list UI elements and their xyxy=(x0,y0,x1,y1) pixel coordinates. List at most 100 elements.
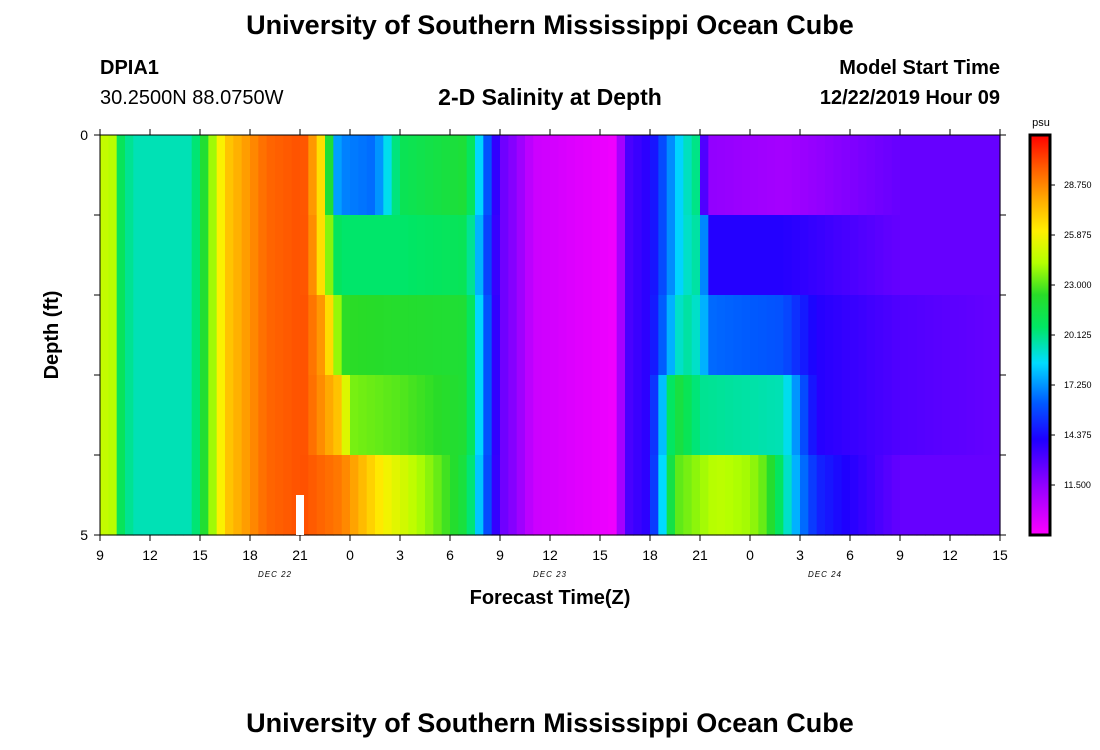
heatmap-cell xyxy=(183,375,193,456)
heatmap-cell xyxy=(766,215,776,296)
heatmap-cell xyxy=(841,375,851,456)
x-tick-label: 9 xyxy=(496,547,504,563)
heatmap-cell xyxy=(200,215,209,296)
heatmap-cell xyxy=(941,215,951,296)
heatmap-cell xyxy=(283,455,293,536)
heatmap-cell xyxy=(616,375,626,456)
heatmap-cell xyxy=(866,215,876,296)
heatmap-cell xyxy=(491,295,501,376)
heatmap-cell xyxy=(416,135,426,216)
heatmap-cell xyxy=(133,375,143,456)
heatmap-cell xyxy=(591,215,601,296)
heatmap-cell xyxy=(325,135,334,216)
heatmap-cell xyxy=(566,215,576,296)
heatmap-cell xyxy=(800,135,809,216)
heatmap-cell xyxy=(108,135,118,216)
colorbar-tick-label: 28.750 xyxy=(1064,180,1092,190)
heatmap-cell xyxy=(141,375,151,456)
heatmap-cell xyxy=(775,455,784,536)
heatmap-cell xyxy=(850,375,859,456)
heatmap-cell xyxy=(541,135,551,216)
heatmap-cell xyxy=(141,135,151,216)
heatmap-cell xyxy=(400,295,409,376)
heatmap-cell xyxy=(441,215,451,296)
heatmap-cell xyxy=(733,215,743,296)
heatmap-cell xyxy=(750,455,759,536)
heatmap-cell xyxy=(175,375,184,456)
heatmap-cell xyxy=(633,375,643,456)
heatmap-cell xyxy=(983,375,993,456)
heatmap-cell xyxy=(466,455,476,536)
x-axis-title: Forecast Time(Z) xyxy=(470,587,631,609)
colorbar-tick-label: 25.875 xyxy=(1064,230,1092,240)
x-tick-label: 9 xyxy=(896,547,904,563)
heatmap-cell xyxy=(291,215,301,296)
heatmap-cell xyxy=(516,135,526,216)
heatmap-cell xyxy=(300,375,309,456)
heatmap-cell xyxy=(858,375,868,456)
heatmap-cell xyxy=(183,455,193,536)
heatmap-cell xyxy=(650,135,659,216)
heatmap-cell xyxy=(358,295,368,376)
x-tick-label: 15 xyxy=(192,547,208,563)
colorbar-tick-label: 20.125 xyxy=(1064,330,1092,340)
heatmap-cell xyxy=(725,295,734,376)
heatmap-cell xyxy=(508,135,518,216)
heatmap-cell xyxy=(433,375,443,456)
heatmap-cell xyxy=(283,135,293,216)
heatmap-cell xyxy=(883,295,893,376)
heatmap-cell xyxy=(516,295,526,376)
heatmap-cell xyxy=(383,215,393,296)
heatmap-cell xyxy=(641,135,651,216)
heatmap-cell xyxy=(600,375,609,456)
heatmap-cell xyxy=(433,455,443,536)
heatmap-cell xyxy=(408,375,418,456)
heatmap-cell xyxy=(150,375,159,456)
heatmap-cell xyxy=(583,295,593,376)
heatmap-cell xyxy=(341,215,351,296)
heatmap-cell xyxy=(658,375,668,456)
heatmap-cell xyxy=(516,215,526,296)
heatmap-cell xyxy=(341,455,351,536)
heatmap-cell xyxy=(475,375,484,456)
heatmap-cell xyxy=(550,295,559,376)
heatmap-cell xyxy=(150,135,159,216)
heatmap-cell xyxy=(991,215,1001,296)
heatmap-cell xyxy=(366,215,376,296)
heatmap-cell xyxy=(875,295,884,376)
heatmap-cell xyxy=(900,295,909,376)
heatmap-cell xyxy=(975,135,984,216)
heatmap-cell xyxy=(758,215,768,296)
heatmap-cell xyxy=(600,455,609,536)
y-axis-title: Depth (ft) xyxy=(41,291,63,380)
heatmap-cell xyxy=(158,375,168,456)
x-tick-label: 9 xyxy=(96,547,104,563)
heatmap-cell xyxy=(458,215,468,296)
heatmap-cell xyxy=(758,295,768,376)
heatmap-cell xyxy=(900,375,909,456)
heatmap-cell xyxy=(325,215,334,296)
heatmap-cell xyxy=(191,295,201,376)
heatmap-cell xyxy=(866,375,876,456)
heatmap-cell xyxy=(675,375,684,456)
heatmap-cell xyxy=(333,135,343,216)
heatmap-cell xyxy=(991,375,1001,456)
heatmap-cell xyxy=(883,455,893,536)
heatmap-cell xyxy=(441,455,451,536)
model-start-time: 12/22/2019 Hour 09 xyxy=(819,87,1000,109)
heatmap-cell xyxy=(900,135,909,216)
heatmap-cell xyxy=(308,295,318,376)
heatmap-cell xyxy=(733,295,743,376)
heatmap-cell xyxy=(566,295,576,376)
heatmap-cell xyxy=(908,215,918,296)
heatmap-cell xyxy=(258,135,268,216)
heatmap-cell xyxy=(266,375,276,456)
heatmap-cell xyxy=(916,215,926,296)
heatmap-cell xyxy=(575,215,584,296)
heatmap-cell xyxy=(125,375,134,456)
heatmap-cell xyxy=(383,135,393,216)
heatmap-cell xyxy=(983,135,993,216)
heatmap-cell xyxy=(825,455,834,536)
heatmap-cell xyxy=(483,135,493,216)
heatmap-cell xyxy=(841,215,851,296)
